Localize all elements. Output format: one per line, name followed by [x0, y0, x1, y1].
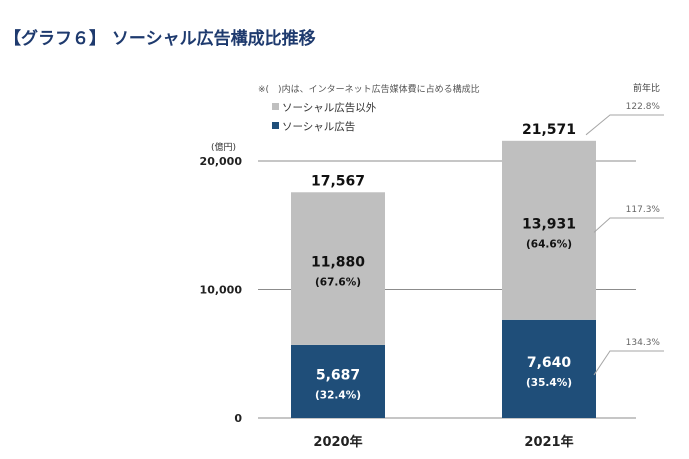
- total-label: 21,571: [522, 122, 576, 138]
- y-axis-unit: (億円): [211, 141, 236, 153]
- share-label-other: (64.6%): [526, 238, 572, 250]
- data-label-other: 11,880: [311, 255, 365, 271]
- bar-segment-social: [502, 319, 596, 418]
- share-label-social: (32.4%): [315, 389, 361, 401]
- x-category-label: 2020年: [313, 434, 362, 450]
- x-category-label: 2021年: [524, 434, 573, 450]
- yoy-leader-line: [593, 350, 664, 376]
- legend-label: ソーシャル広告以外: [282, 101, 377, 114]
- yoy-label-other: 117.3%: [626, 205, 661, 215]
- legend-swatch: [272, 122, 279, 129]
- data-label-social: 7,640: [527, 355, 572, 371]
- total-label: 17,567: [311, 173, 365, 189]
- legend-label: ソーシャル広告: [282, 120, 355, 133]
- bar-segment-other: [502, 140, 596, 320]
- yoy-leader-line: [593, 217, 664, 233]
- bar-segment-other: [291, 192, 385, 345]
- data-label-social: 5,687: [316, 367, 360, 383]
- chart-note: ※( )内は、インターネット広告媒体費に占める構成比: [258, 83, 480, 95]
- data-label-other: 13,931: [522, 216, 576, 232]
- share-label-social: (35.4%): [526, 377, 572, 389]
- yoy-label-social: 134.3%: [626, 338, 661, 348]
- share-label-other: (67.6%): [315, 277, 361, 289]
- yoy-label-total: 122.8%: [626, 102, 661, 112]
- page-title: 【グラフ６】 ソーシャル広告構成比推移: [4, 29, 316, 49]
- bar-segment-social: [291, 344, 385, 418]
- y-tick-label: 10,000: [200, 284, 243, 297]
- y-tick-label: 20,000: [200, 155, 243, 168]
- legend-swatch: [272, 103, 279, 110]
- y-tick-label: 0: [234, 412, 242, 425]
- yoy-title: 前年比: [633, 82, 660, 94]
- yoy-leader-line: [585, 114, 664, 136]
